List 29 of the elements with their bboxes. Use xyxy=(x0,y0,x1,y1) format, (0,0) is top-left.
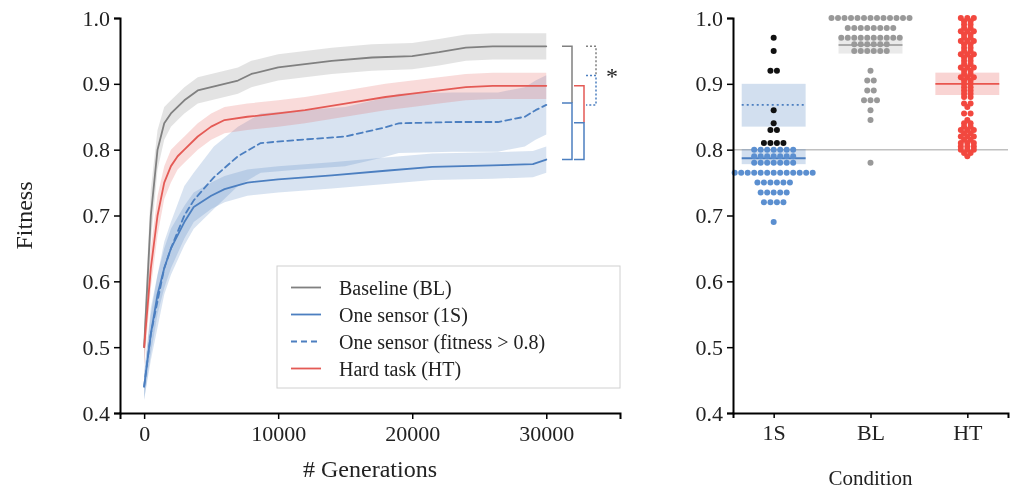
y-tick-label: 0.6 xyxy=(82,268,110,294)
annotation: * xyxy=(606,62,618,89)
x-tick-label: 1S xyxy=(762,419,786,445)
legend-label: One sensor (1S) xyxy=(339,303,468,327)
y-tick-label: 0.5 xyxy=(82,334,110,360)
x-axis-title: Condition xyxy=(828,466,913,490)
y-tick-label: 1.0 xyxy=(695,5,723,31)
y-tick-label: 0.8 xyxy=(695,137,723,163)
y-tick-label: 0.8 xyxy=(82,137,110,163)
x-tick-label: 30000 xyxy=(519,420,575,446)
y-tick-label: 0.4 xyxy=(695,400,723,426)
x-axis-title: # Generations xyxy=(303,456,437,482)
y-tick-label: 0.5 xyxy=(695,334,723,360)
x-tick-label: 20000 xyxy=(385,420,441,446)
x-tick-label: BL xyxy=(856,419,886,445)
y-tick-label: 1.0 xyxy=(82,5,110,31)
legend-label: Baseline (BL) xyxy=(339,276,452,300)
y-tick-label: 0.7 xyxy=(695,203,723,229)
y-axis-title: Fitness xyxy=(11,181,37,250)
legend-label: Hard task (HT) xyxy=(339,357,462,381)
x-tick-label: 10000 xyxy=(251,420,307,446)
legend-label: One sensor (fitness > 0.8) xyxy=(339,330,546,354)
x-tick-label: HT xyxy=(953,419,984,445)
y-tick-label: 0.4 xyxy=(82,400,110,426)
y-tick-label: 0.9 xyxy=(82,71,110,97)
x-tick-label: 0 xyxy=(139,420,151,446)
y-tick-label: 0.7 xyxy=(82,203,110,229)
y-tick-label: 0.9 xyxy=(695,71,723,97)
y-tick-label: 0.6 xyxy=(695,268,723,294)
